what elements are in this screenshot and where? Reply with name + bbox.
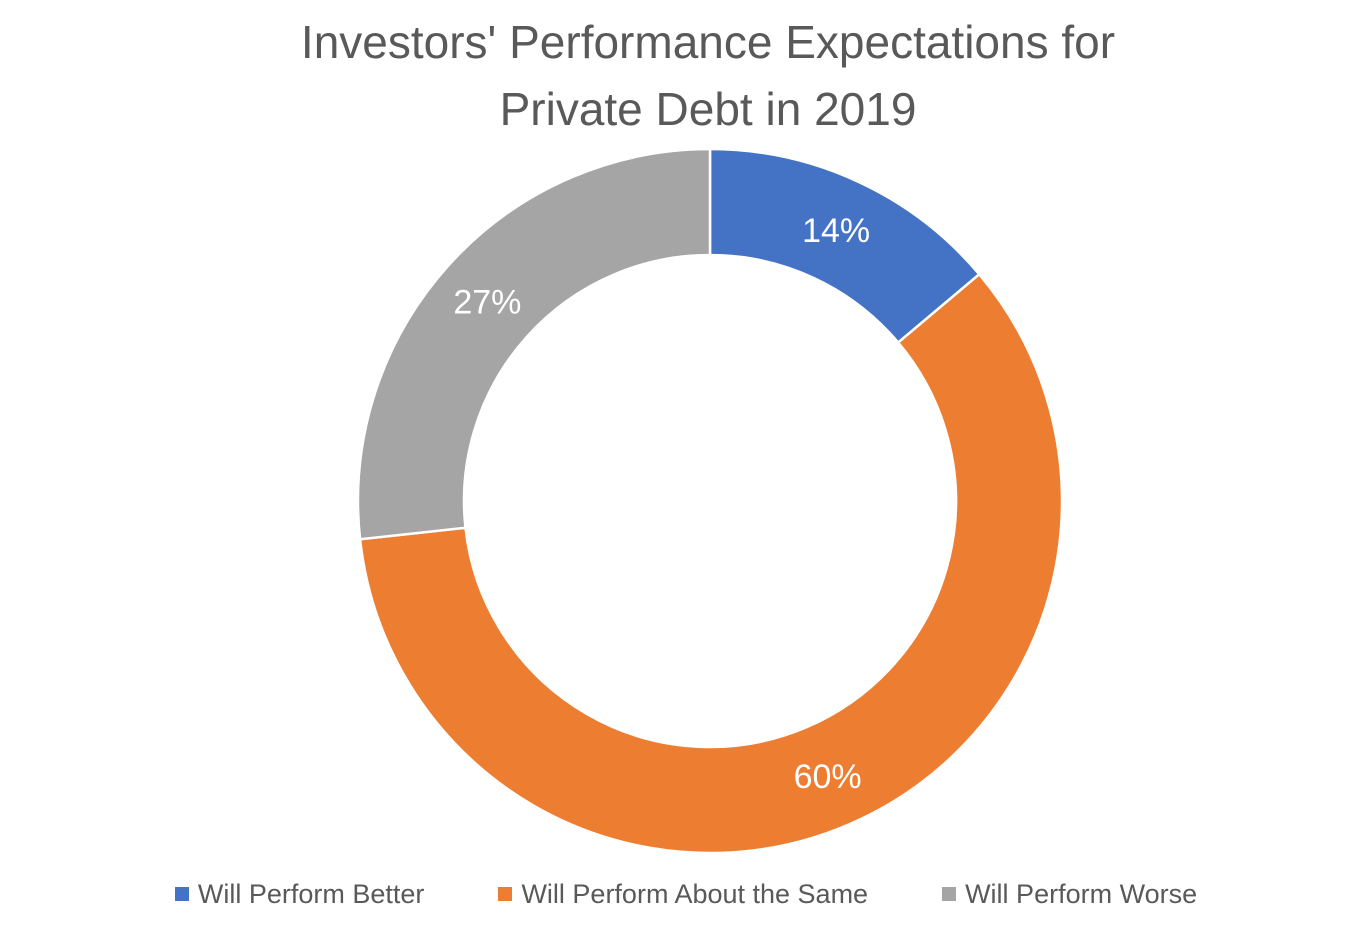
donut-slice-worse: [356, 147, 712, 541]
legend-swatch-same: [498, 887, 513, 901]
chart-legend: Will Perform Better Will Perform About t…: [0, 872, 1372, 916]
legend-item-will-perform-worse: Will Perform Worse: [942, 879, 1197, 910]
data-label-same: 60%: [794, 758, 862, 796]
data-label-better: 14%: [802, 212, 870, 250]
legend-label-worse: Will Perform Worse: [965, 878, 1198, 909]
legend-item-will-perform-better: Will Perform Better: [174, 878, 425, 910]
legend-item-will-perform-about-the-same: Will Perform About the Same: [498, 879, 868, 910]
legend-swatch-worse: [942, 887, 957, 901]
legend-label-same: Will Perform About the Same: [521, 878, 869, 909]
donut-slice-same: [358, 272, 1064, 855]
data-label-worse: 27%: [453, 283, 521, 321]
donut-slices: [356, 147, 1064, 855]
legend-label-better: Will Perform Better: [197, 878, 425, 909]
legend-swatch-better: [174, 887, 189, 901]
chart-title-line-1: Investors' Performance Expectations for: [301, 16, 1115, 68]
chart-title-line-2: Private Debt in 2019: [500, 83, 917, 135]
donut-data-labels: 14% 60% 27%: [453, 212, 870, 796]
